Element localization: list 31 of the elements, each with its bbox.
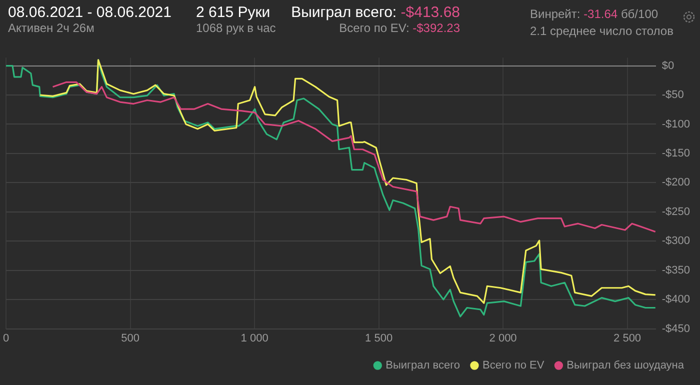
text: бб/100 [620,7,658,21]
y-tick-label: -$350 [662,264,690,276]
x-tick-label: 1 500 [365,332,393,344]
text: 2 615 Руки [196,4,272,21]
y-tick-label: $0 [662,60,674,72]
chart-title: 08.06.2021 - 08.06.2021 [8,4,172,21]
x-tick-label: 2 000 [489,332,517,344]
text: -31.64 [584,7,618,21]
x-tick-label: 1 000 [240,332,268,344]
y-tick-label: -$400 [662,294,690,306]
text: Всего по EV: [339,21,410,35]
x-tick-label: 500 [121,332,140,344]
legend-label: Выиграл без шоудауна [566,360,685,372]
y-tick-label: -$300 [662,235,690,248]
x-tick-label: 0 [2,332,10,344]
chart-subtitle: Активен 2ч 26м [8,21,96,35]
x-tick-label: 2 500 [614,332,642,344]
text: 1068 рук в час [196,21,276,35]
text: Выиграл всего: [291,4,397,21]
y-tick-label: -$450 [662,322,690,335]
y-tick-label: -$150 [662,147,690,160]
text: -$413.68 [400,4,460,21]
y-tick-label: -$250 [662,206,690,218]
legend-label: Выиграл всего [386,360,460,372]
y-tick-label: -$200 [662,176,690,189]
y-tick-label: -$50 [662,89,684,102]
text: 2.1 среднее число столов [530,24,674,38]
y-tick-label: -$100 [662,118,690,130]
text: Винрейт: [530,7,580,21]
text: -$392.23 [412,21,460,35]
legend-label: Всего по EV [482,360,545,372]
